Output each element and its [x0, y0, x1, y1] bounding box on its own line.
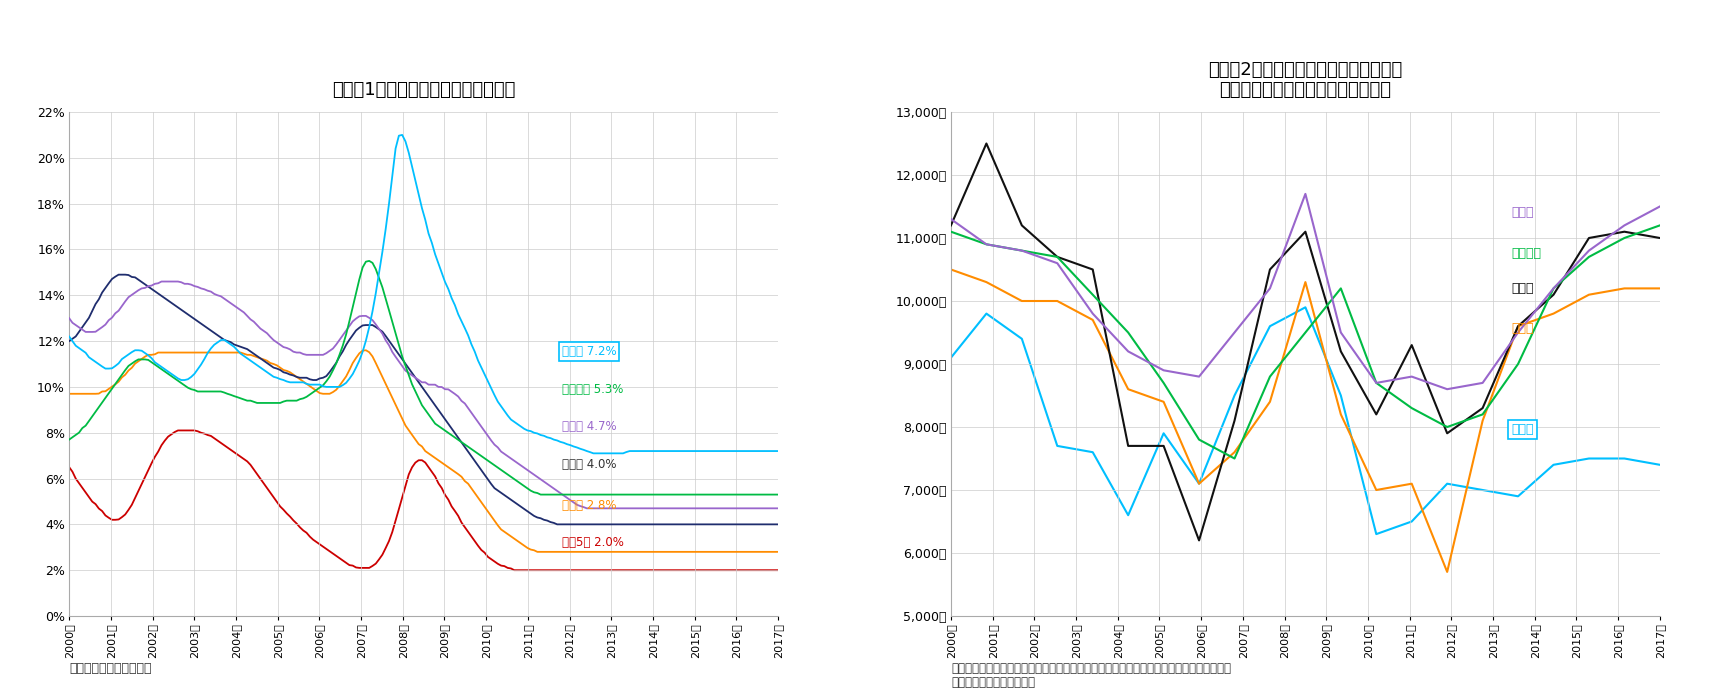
Text: 仙台市: 仙台市 — [1511, 423, 1534, 436]
Title: 図表－2　主要都市のオフィス成約賃料
（オフィスレント・インデックス）: 図表－2 主要都市のオフィス成約賃料 （オフィスレント・インデックス） — [1209, 60, 1402, 99]
Text: 大阪市: 大阪市 — [1511, 206, 1534, 219]
Text: 大阪市 4.7%: 大阪市 4.7% — [562, 421, 617, 433]
Text: （出所）三幸エステート・ニッセイ基礎研究所「オフィスレント・インデックス」を基に
ニッセイ基礎研究所が作成: （出所）三幸エステート・ニッセイ基礎研究所「オフィスレント・インデックス」を基に… — [951, 662, 1231, 690]
Text: 都心5区 2.0%: 都心5区 2.0% — [562, 536, 624, 550]
Text: （出所）三幸エステート: （出所）三幸エステート — [69, 662, 152, 675]
Text: 名古屋市 5.3%: 名古屋市 5.3% — [562, 383, 622, 395]
Title: 図表－1　主要都市のオフィス空室率: 図表－1 主要都市のオフィス空室率 — [332, 81, 515, 99]
Text: 福岡市: 福岡市 — [1511, 322, 1534, 335]
Text: 仙台市 7.2%: 仙台市 7.2% — [562, 345, 617, 358]
Text: 福岡市 2.8%: 福岡市 2.8% — [562, 498, 616, 512]
Text: 名古屋市: 名古屋市 — [1511, 246, 1541, 260]
Text: 札幌市 4.0%: 札幌市 4.0% — [562, 458, 616, 471]
Text: 札幌市: 札幌市 — [1511, 282, 1534, 295]
